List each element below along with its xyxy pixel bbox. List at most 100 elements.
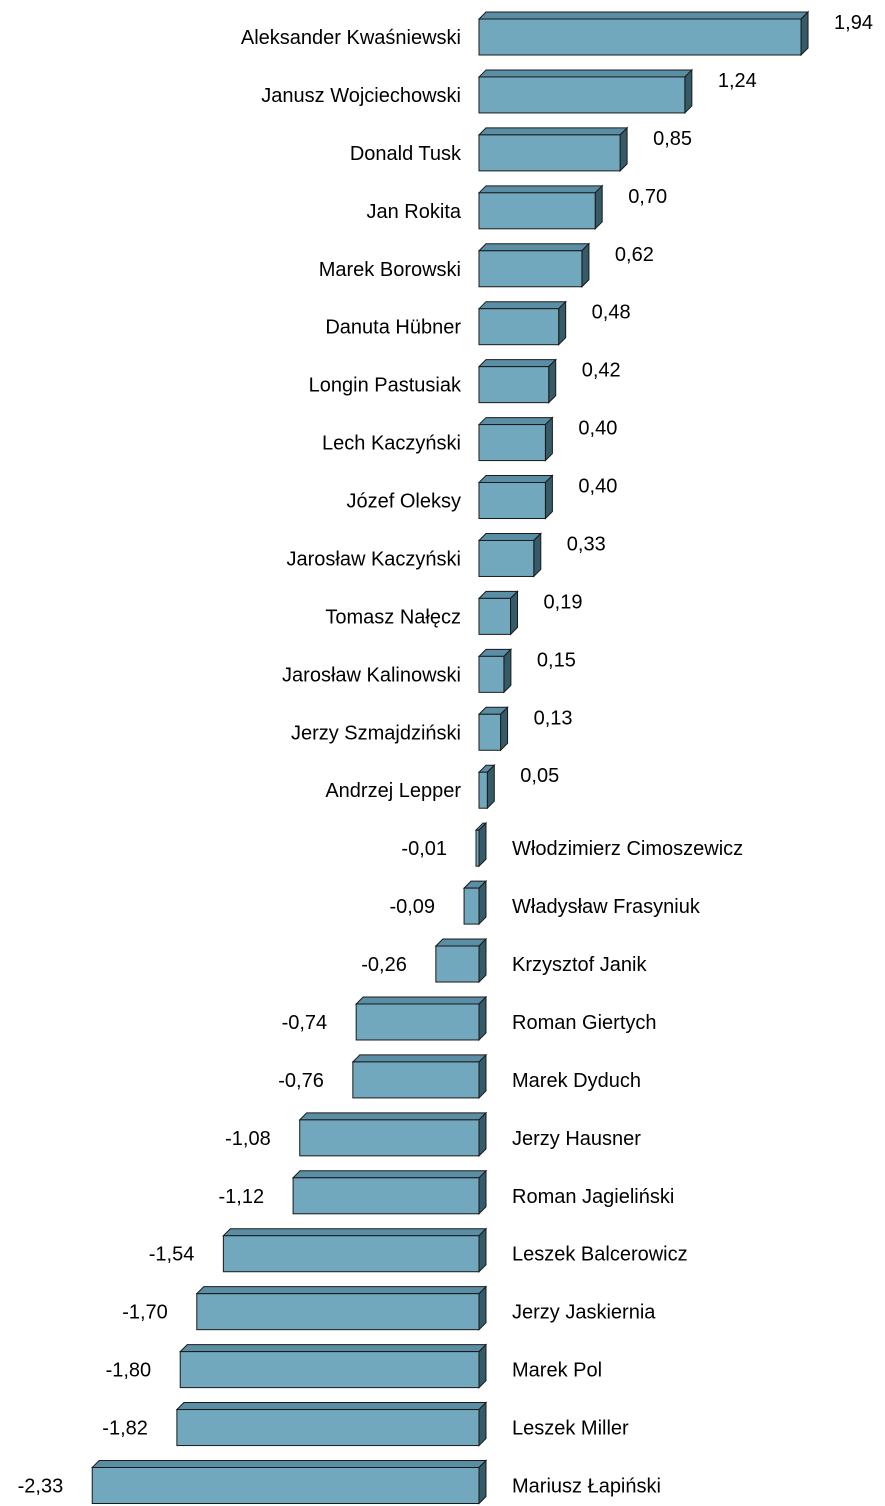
bar	[478, 366, 550, 404]
bar-group: Donald Tusk 0,85	[350, 126, 692, 173]
category-label: Marek Dyduch	[512, 1070, 641, 1092]
bar-group: Janusz Wojciechowski 1,24	[261, 68, 757, 115]
bar	[478, 308, 560, 346]
bar-group: Józef Oleksy 0,40	[347, 474, 617, 520]
bar-side-face	[478, 1401, 487, 1447]
bar	[478, 134, 621, 172]
bar	[478, 539, 535, 577]
value-label: 0,33	[567, 533, 606, 555]
bar-top-face	[354, 996, 488, 1005]
bar	[355, 1003, 480, 1041]
bar	[478, 597, 512, 635]
category-label: Tomasz Nałęcz	[325, 606, 461, 628]
category-label: Longin Pastusiak	[309, 375, 462, 397]
bar-group: Danuta Hübner 0,48	[325, 300, 631, 346]
bar-top-face	[178, 1344, 488, 1353]
category-label: Marek Borowski	[319, 259, 461, 281]
bar	[196, 1293, 480, 1331]
category-label: Krzysztof Janik	[512, 954, 647, 976]
bar	[478, 482, 546, 520]
bar-side-face	[533, 532, 542, 578]
bar-top-face	[434, 938, 488, 947]
value-label: 0,05	[520, 765, 559, 787]
bar-side-face	[478, 1343, 487, 1389]
category-label: Andrzej Lepper	[325, 780, 461, 802]
bar-group: Krzysztof Janik -0,26	[361, 937, 647, 984]
category-label: Jerzy Szmajdziński	[291, 722, 461, 744]
bar-group: Jerzy Hausner -1,08	[225, 1111, 641, 1158]
value-label: -0,09	[389, 896, 435, 918]
bar-side-face	[500, 706, 509, 752]
value-label: 0,62	[615, 244, 654, 266]
bar-side-face	[619, 126, 628, 173]
value-label: -1,12	[218, 1186, 264, 1208]
bar-group: Andrzej Lepper 0,05	[325, 764, 559, 810]
category-label: Włodzimierz Cimoszewicz	[512, 838, 743, 860]
bar-top-face	[477, 185, 604, 194]
bar-group: Longin Pastusiak 0,42	[309, 358, 621, 404]
bar-side-face	[478, 821, 487, 868]
value-label: -1,82	[102, 1418, 148, 1440]
value-label: -0,01	[401, 838, 447, 860]
value-label: -0,76	[278, 1070, 324, 1092]
bar-top-face	[91, 1460, 488, 1468]
category-label: Władysław Frasyniuk	[512, 896, 701, 918]
value-label: 0,40	[578, 418, 617, 440]
value-label: 0,85	[653, 128, 692, 150]
bar	[463, 887, 480, 925]
category-label: Józef Oleksy	[347, 491, 461, 513]
category-label: Mariusz Łapiński	[512, 1476, 661, 1498]
bar	[478, 713, 502, 751]
bar	[478, 192, 596, 230]
bar-top-face	[291, 1170, 488, 1179]
value-label: 0,19	[544, 591, 583, 613]
bar-group: Roman Jagieliński -1,12	[218, 1169, 674, 1216]
bar-top-face	[477, 127, 629, 136]
category-label: Leszek Miller	[512, 1418, 629, 1440]
value-label: 0,15	[537, 649, 576, 671]
category-label: Jerzy Hausner	[512, 1128, 641, 1150]
value-label: 0,70	[628, 186, 667, 208]
value-label: -1,08	[225, 1128, 271, 1150]
bar-group: Władysław Frasyniuk -0,09	[389, 879, 701, 926]
bar-side-face	[478, 1111, 487, 1158]
bar-side-face	[544, 474, 553, 520]
bar	[299, 1119, 480, 1157]
bar-group: Jan Rokita 0,70	[367, 184, 667, 231]
category-label: Roman Giertych	[512, 1012, 657, 1034]
category-label: Leszek Balcerowicz	[512, 1244, 688, 1266]
bar	[478, 76, 686, 114]
category-label: Jerzy Jaskiernia	[512, 1302, 656, 1324]
bar-group: Jerzy Szmajdziński 0,13	[291, 706, 573, 752]
bar-top-face	[351, 1054, 488, 1063]
bar-side-face	[684, 68, 693, 115]
bar-top-face	[477, 475, 554, 484]
bar-side-face	[594, 184, 603, 231]
bar-side-face	[486, 764, 495, 810]
category-label: Jarosław Kaczyński	[286, 548, 461, 570]
bar-top-face	[477, 532, 542, 541]
bar-group: Jarosław Kaczyński 0,33	[286, 532, 606, 578]
bar-side-face	[800, 10, 809, 57]
value-label: 0,40	[578, 476, 617, 498]
value-label: -1,80	[106, 1360, 152, 1382]
bar-side-face	[558, 300, 567, 346]
bar-top-face	[195, 1286, 488, 1295]
category-label: Marek Pol	[512, 1360, 602, 1382]
bar-side-face	[478, 1227, 487, 1273]
bar-group: Aleksander Kwaśniewski 1,94	[241, 10, 873, 57]
bar-top-face	[477, 417, 554, 426]
bar-group: Leszek Balcerowicz -1,54	[149, 1227, 688, 1273]
bar-side-face	[478, 1053, 487, 1100]
value-label: 0,48	[592, 302, 631, 324]
bar-top-face	[477, 359, 557, 368]
bar-side-face	[478, 1459, 487, 1505]
bar-top-face	[298, 1112, 488, 1121]
value-label: -1,54	[149, 1244, 195, 1266]
value-label: -1,70	[122, 1302, 168, 1324]
category-label: Jan Rokita	[367, 201, 462, 223]
category-label: Janusz Wojciechowski	[261, 85, 461, 107]
value-label: -2,33	[18, 1476, 64, 1498]
bar-group: Mariusz Łapiński -2,33	[18, 1459, 661, 1505]
